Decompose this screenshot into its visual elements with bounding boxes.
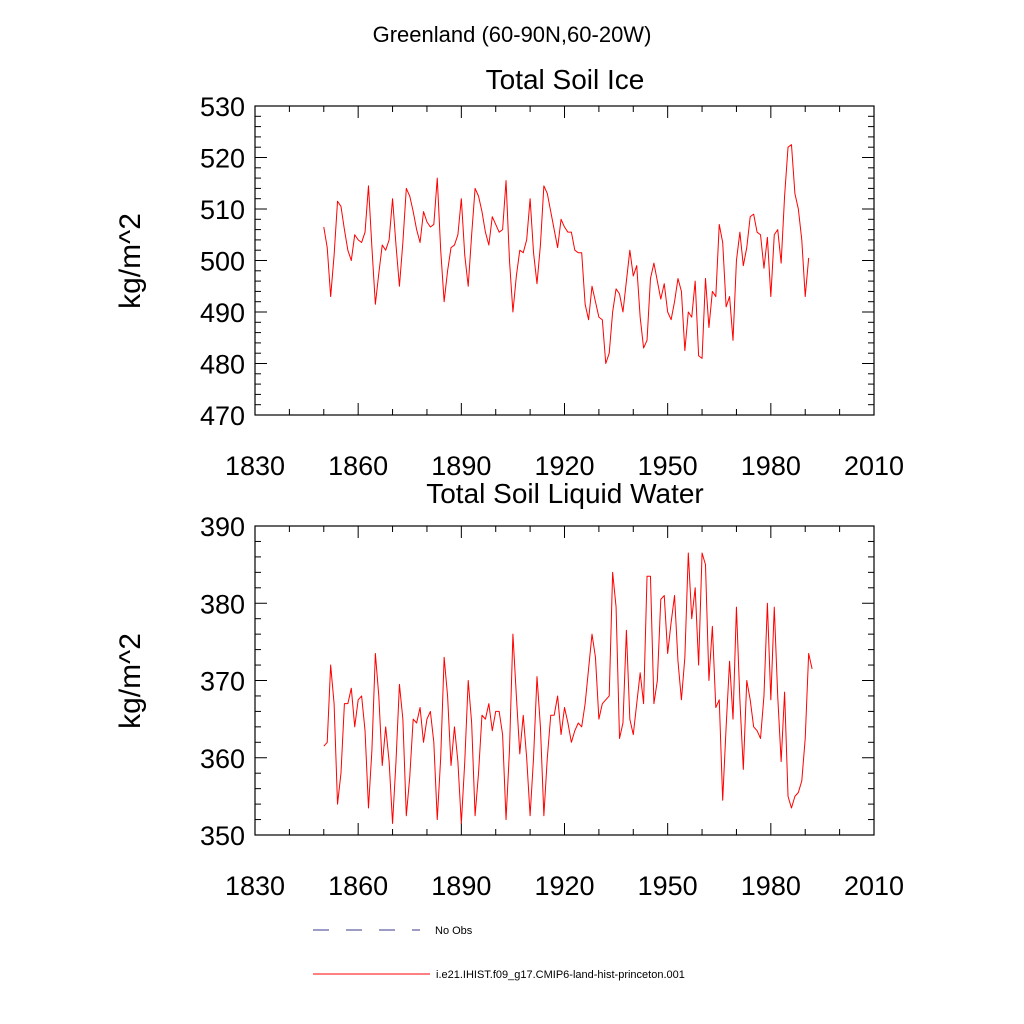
liquid-xtick-label: 1860 [328, 871, 388, 901]
ice-xtick-label: 1830 [225, 451, 285, 481]
liquid-panel-tick-labels: 1830 1860 1890 1920 1950 1980 2010 350 360 370 380… [200, 512, 904, 901]
ice-ytick-label: 500 [200, 247, 245, 277]
liquid-panel-series [323, 552, 813, 824]
liquid-xtick-label: 1830 [225, 871, 285, 901]
ice-panel-ylabel: kg/m^2 [114, 213, 147, 309]
legend-label-model: i.e21.IHIST.f09_g17.CMIP6-land-hist-prin… [436, 969, 685, 981]
ice-panel-ticks [254, 105, 875, 416]
legend: No Obs i.e21.IHIST.f09_g17.CMIP6-land-hi… [313, 925, 685, 981]
ice-xtick-label: 1890 [431, 451, 491, 481]
ice-ytick-label: 510 [200, 195, 245, 225]
liquid-xtick-label: 1890 [431, 871, 491, 901]
ice-series-line-0 [323, 144, 810, 364]
ice-panel: Total Soil Ice kg/m^2 1830 1860 1890 1920 19… [114, 64, 904, 481]
liquid-xtick-label: 1920 [534, 871, 594, 901]
liquid-panel-ticks [254, 525, 875, 836]
ice-xtick-label: 1860 [328, 451, 388, 481]
ice-panel-series [323, 144, 810, 364]
liquid-panel-frame [254, 525, 875, 836]
ice-xtick-label: 1920 [534, 451, 594, 481]
liquid-panel-title: Total Soil Liquid Water [426, 478, 704, 509]
legend-label-no-obs: No Obs [435, 925, 473, 937]
liquid-ytick-label: 390 [200, 512, 245, 542]
ice-xtick-label: 1980 [741, 451, 801, 481]
ice-ytick-label: 470 [200, 401, 245, 431]
liquid-ytick-label: 350 [200, 821, 245, 851]
ice-panel-title: Total Soil Ice [486, 64, 645, 95]
ice-xtick-label: 2010 [844, 451, 904, 481]
liquid-xtick-label: 1980 [741, 871, 801, 901]
ice-ytick-label: 480 [200, 350, 245, 380]
ice-ytick-label: 520 [200, 144, 245, 174]
ice-ytick-label: 530 [200, 92, 245, 122]
liquid-ytick-label: 380 [200, 589, 245, 619]
liquid-xtick-label: 1950 [638, 871, 698, 901]
liquid-ytick-label: 360 [200, 744, 245, 774]
liquid-panel: Total Soil Liquid Water kg/m^2 1830 1860 1… [114, 478, 904, 901]
liquid-series-line-0 [323, 552, 813, 824]
ice-panel-tick-labels: 1830 1860 1890 1920 1950 1980 2010 470 480 490 500… [200, 92, 904, 481]
liquid-panel-ylabel: kg/m^2 [114, 633, 147, 729]
ice-xtick-label: 1950 [638, 451, 698, 481]
liquid-ytick-label: 370 [200, 667, 245, 697]
liquid-xtick-label: 2010 [844, 871, 904, 901]
ice-ytick-label: 490 [200, 298, 245, 328]
figure-title: Greenland (60-90N,60-20W) [373, 22, 652, 47]
